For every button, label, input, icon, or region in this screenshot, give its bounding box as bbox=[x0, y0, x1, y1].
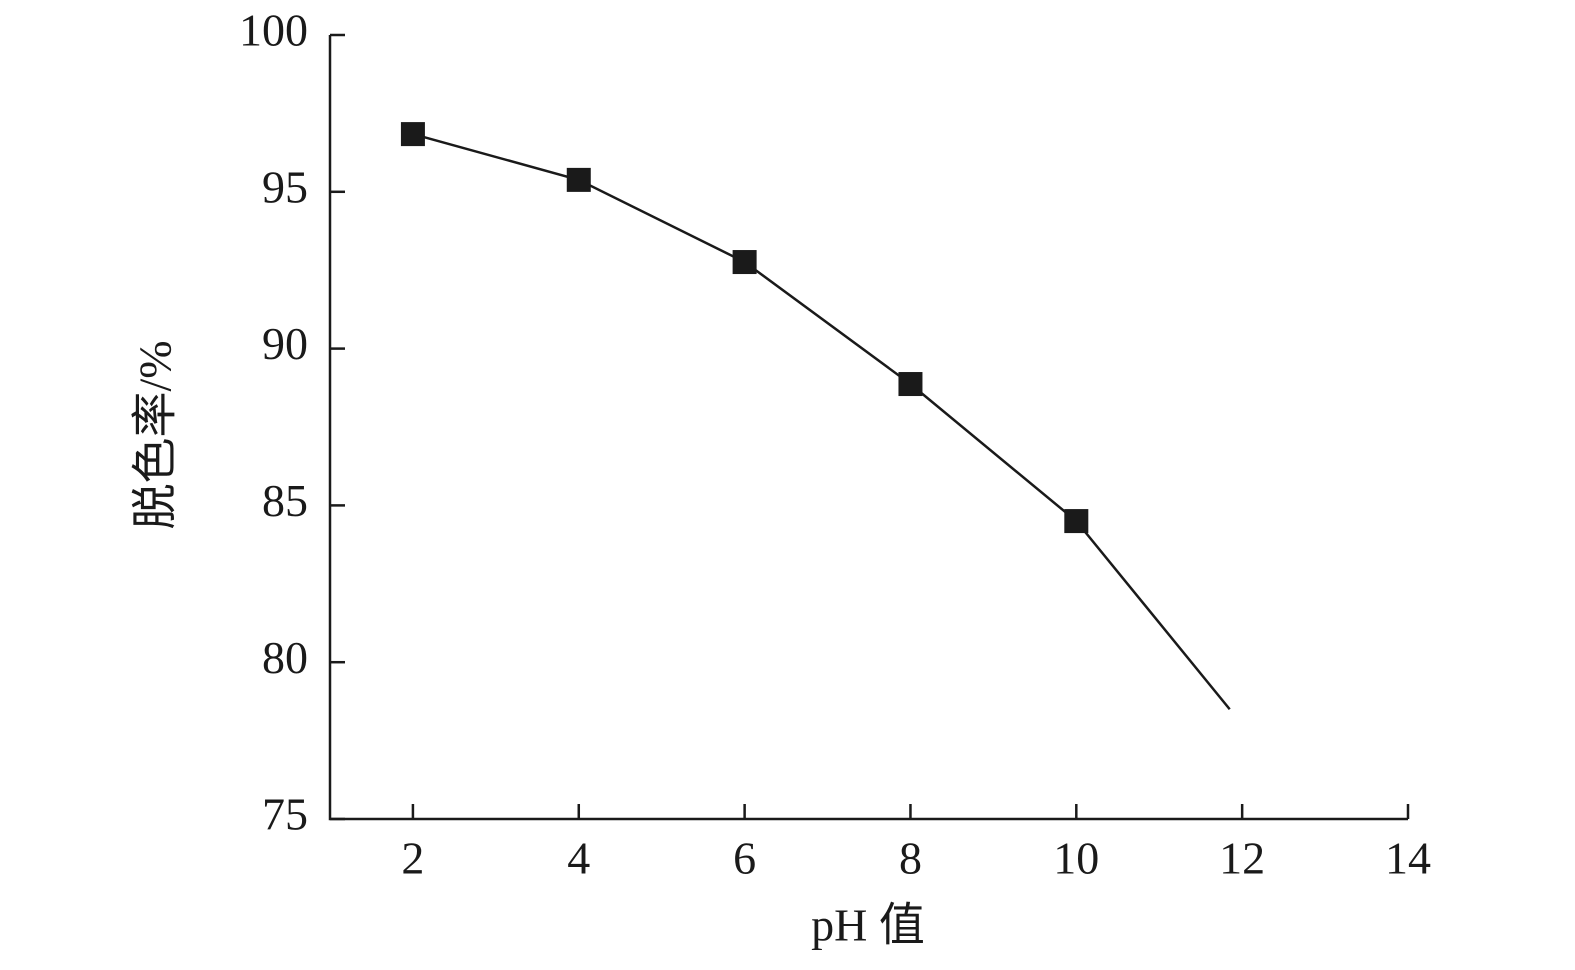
y-tick-label: 75 bbox=[262, 789, 308, 840]
x-tick-label: 14 bbox=[1385, 833, 1431, 884]
x-tick-label: 4 bbox=[567, 833, 590, 884]
x-tick-label: 10 bbox=[1053, 833, 1099, 884]
y-tick-label: 85 bbox=[262, 475, 308, 526]
axes bbox=[328, 35, 1408, 821]
y-tick-label: 80 bbox=[262, 632, 308, 683]
marker bbox=[566, 167, 591, 192]
marker bbox=[732, 250, 757, 275]
y-tick-label: 100 bbox=[239, 5, 308, 56]
x-tick-label: 12 bbox=[1219, 833, 1265, 884]
marker bbox=[898, 372, 923, 397]
marker bbox=[400, 122, 425, 147]
y-axis-label: 脱色率/% bbox=[130, 340, 181, 529]
x-axis-label: pH 值 bbox=[811, 900, 925, 951]
x-tick-label: 6 bbox=[733, 833, 756, 884]
x-tick-label: 2 bbox=[401, 833, 424, 884]
data-line bbox=[412, 132, 1231, 711]
y-tick-label: 95 bbox=[262, 161, 308, 212]
y-tick-label: 90 bbox=[262, 318, 308, 369]
x-tick-label: 8 bbox=[899, 833, 922, 884]
marker bbox=[1064, 509, 1089, 534]
